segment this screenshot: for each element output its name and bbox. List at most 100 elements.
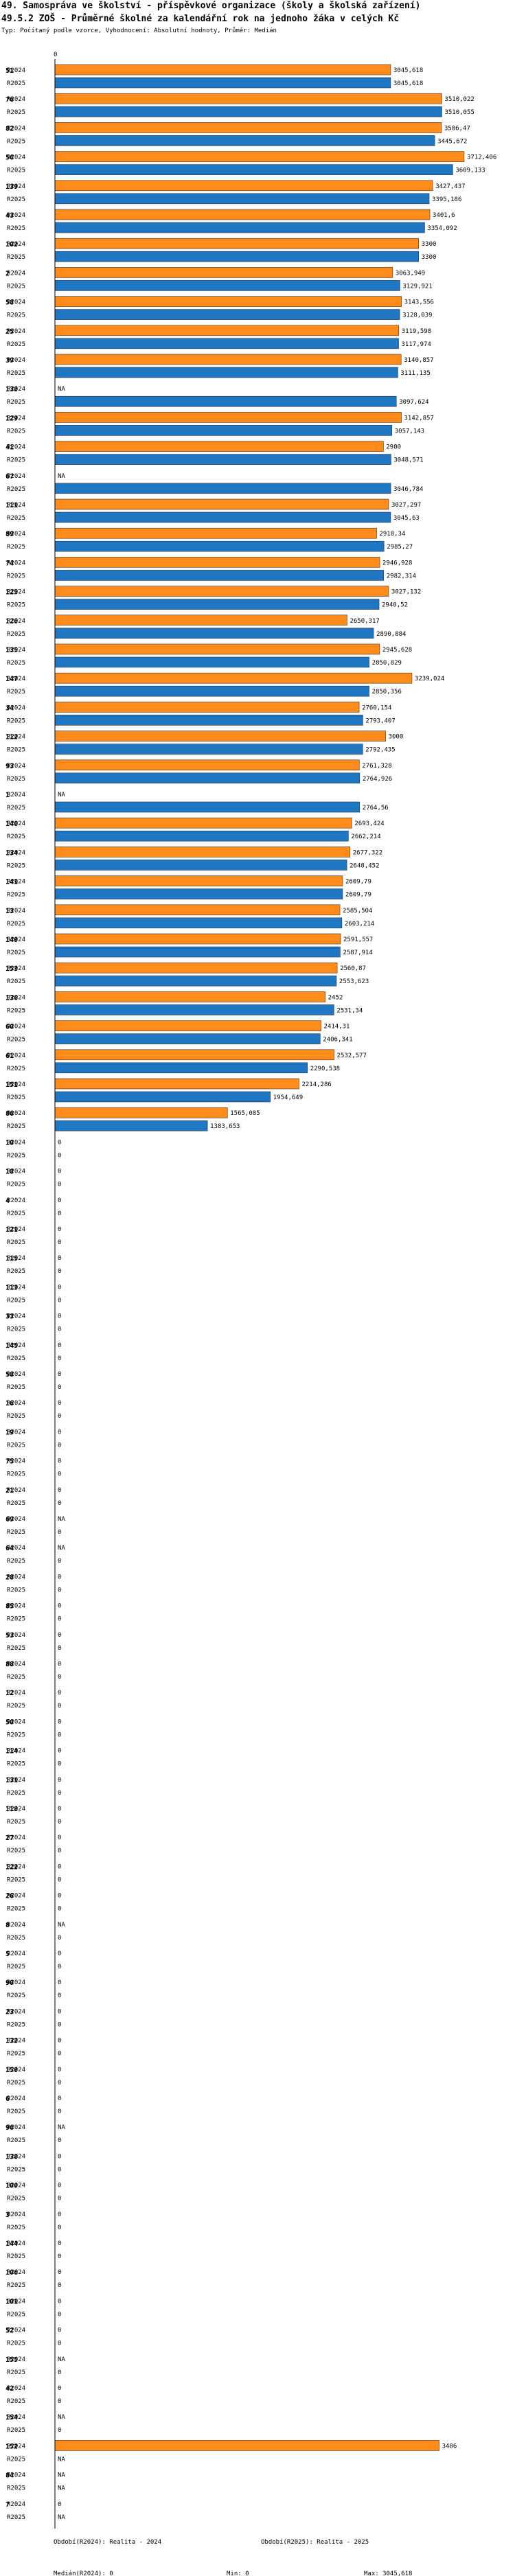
series-label: R2025 xyxy=(7,2166,25,2173)
series-label: R2024 xyxy=(7,994,25,1001)
series-label: R2025 xyxy=(7,1876,25,1883)
data-label: 0 xyxy=(58,2166,61,2173)
series-label: R2024 xyxy=(7,1835,25,1841)
bar-r2024 xyxy=(54,2440,439,2451)
series-label: R2024 xyxy=(7,2269,25,2276)
data-label: 0 xyxy=(58,2008,61,2015)
series-label: R2025 xyxy=(7,2456,25,2463)
data-label: 0 xyxy=(58,1500,61,1507)
data-label: 0 xyxy=(58,1297,61,1304)
data-label: 2792,435 xyxy=(365,747,395,754)
data-label: 2946,928 xyxy=(382,560,412,566)
data-label: 0 xyxy=(58,1906,61,1913)
category-label: 19 xyxy=(5,1429,14,1436)
series-label: R2025 xyxy=(7,2108,25,2115)
series-label: R2024 xyxy=(7,241,25,248)
bar-r2024 xyxy=(54,238,420,249)
data-label: 2609,79 xyxy=(345,892,371,899)
category-label: 12 xyxy=(5,1690,14,1697)
series-label: R2025 xyxy=(7,2282,25,2289)
category-label: 88 xyxy=(5,1661,14,1668)
series-label: R2024 xyxy=(7,1429,25,1436)
bar-r2025 xyxy=(54,135,435,146)
bar-r2025 xyxy=(54,599,380,610)
category-label: 146 xyxy=(5,820,18,828)
bar-r2024 xyxy=(54,412,402,423)
data-label: 3057,143 xyxy=(395,428,424,435)
series-label: R2024 xyxy=(7,1603,25,1610)
data-label: 0 xyxy=(58,1558,61,1565)
series-label: R2025 xyxy=(7,950,25,956)
category-label: 3 xyxy=(5,2211,10,2219)
data-label: 2677,322 xyxy=(353,849,382,856)
category-label: 154 xyxy=(5,2414,18,2422)
bar-r2025 xyxy=(54,164,453,175)
category-label: 152 xyxy=(5,2443,18,2450)
series-label: R2024 xyxy=(7,1139,25,1146)
bar-r2024 xyxy=(54,586,389,597)
bar-r2024 xyxy=(54,1020,321,1031)
data-label: 0 xyxy=(58,2240,61,2247)
category-label: 144 xyxy=(5,2240,18,2248)
series-label: R2024 xyxy=(7,734,25,741)
category-label: 100 xyxy=(5,2183,18,2190)
series-label: R2024 xyxy=(7,2443,25,2450)
data-label: 0 xyxy=(58,2067,61,2073)
series-label: R2024 xyxy=(7,1777,25,1784)
data-label: 3486 xyxy=(442,2443,457,2450)
data-label: 0 xyxy=(58,2298,61,2305)
bar-r2025 xyxy=(54,801,360,813)
data-label: 3712,406 xyxy=(467,154,496,161)
data-label: 0 xyxy=(58,1458,61,1465)
max-r2024: Max: 3045,618 xyxy=(364,2571,412,2576)
series-label: R2025 xyxy=(7,2137,25,2144)
series-label: R2025 xyxy=(7,2253,25,2260)
category-label: 111 xyxy=(5,502,18,509)
data-label: 3063,949 xyxy=(396,270,425,277)
bar-r2025 xyxy=(54,656,369,668)
bar-r2025 xyxy=(54,425,393,436)
data-label: 0 xyxy=(58,1384,61,1391)
data-label: 3510,055 xyxy=(444,109,474,116)
bar-r2025 xyxy=(54,830,349,842)
data-label: 3045,63 xyxy=(393,515,420,522)
series-label: R2024 xyxy=(7,1545,25,1552)
data-label: NA xyxy=(58,792,65,798)
data-label: 3401,6 xyxy=(433,212,455,219)
data-label: 3445,672 xyxy=(437,138,467,145)
bar-r2024 xyxy=(54,64,391,76)
series-label: R2025 xyxy=(7,1761,25,1768)
series-label: R2025 xyxy=(7,168,25,174)
series-label: R2024 xyxy=(7,270,25,277)
series-label: R2024 xyxy=(7,1400,25,1407)
data-label: 0 xyxy=(58,1210,61,1217)
data-label: 2890,884 xyxy=(376,631,406,638)
category-label: 43 xyxy=(5,212,14,220)
category-label: 86 xyxy=(5,1110,14,1118)
data-label: 0 xyxy=(58,2211,61,2218)
series-label: R2024 xyxy=(7,299,25,306)
bar-r2024 xyxy=(54,614,347,626)
series-label: R2025 xyxy=(7,2341,25,2347)
legend-r2024: Období(R2024): Realita - 2024 xyxy=(54,2539,161,2546)
category-label: 90 xyxy=(5,1979,14,1987)
data-label: 2532,577 xyxy=(337,1053,367,1059)
category-label: 122 xyxy=(5,1863,18,1871)
series-label: R2024 xyxy=(7,1169,25,1175)
data-label: 1383,653 xyxy=(210,1123,240,1130)
data-label: 3609,133 xyxy=(455,168,485,174)
bar-r2024 xyxy=(54,847,351,858)
data-label: 0 xyxy=(58,1371,61,1378)
data-label: 0 xyxy=(58,1718,61,1725)
bar-r2025 xyxy=(54,1120,208,1131)
bar-r2024 xyxy=(54,498,389,510)
bar-r2024 xyxy=(54,904,341,916)
data-label: 2793,407 xyxy=(365,717,395,724)
bar-r2025 xyxy=(54,917,343,929)
series-label: R2024 xyxy=(7,125,25,132)
category-label: 33 xyxy=(5,1313,14,1321)
series-label: R2024 xyxy=(7,328,25,335)
series-label: R2025 xyxy=(7,2514,25,2521)
bar-r2025 xyxy=(54,280,400,291)
data-label: 2531,34 xyxy=(336,1007,363,1014)
